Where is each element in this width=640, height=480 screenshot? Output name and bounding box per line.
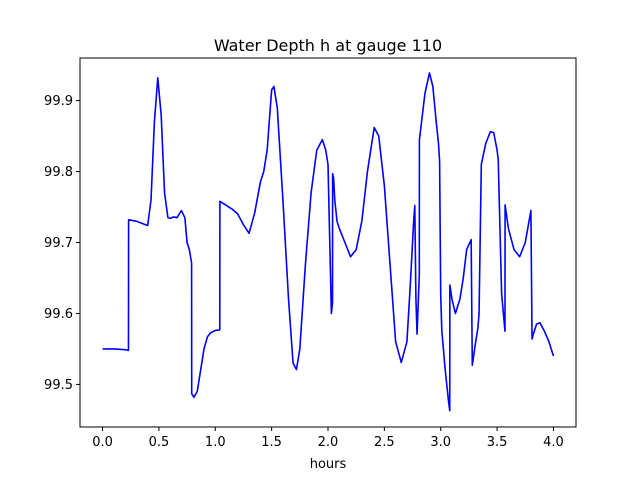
- x-tick-label: 1.0: [205, 435, 226, 450]
- x-tick-label: 2.5: [374, 435, 395, 450]
- x-axis-ticks: 0.0 0.5 1.0 1.5 2.0 2.5 3.0 3.5 4.0: [92, 427, 564, 450]
- x-tick-label: 3.5: [487, 435, 508, 450]
- y-axis-ticks: 99.5 99.6 99.7 99.8 99.9: [44, 94, 80, 393]
- y-tick-label: 99.9: [44, 94, 73, 109]
- series-line-0: [102, 72, 555, 412]
- plot-line-layer: [102, 72, 555, 412]
- x-tick-label: 0.0: [92, 435, 113, 450]
- y-tick-label: 99.6: [44, 307, 73, 322]
- x-tick-label: 2.0: [318, 435, 339, 450]
- x-tick-label: 0.5: [149, 435, 170, 450]
- y-tick-label: 99.7: [44, 236, 73, 251]
- x-tick-label: 4.0: [543, 435, 564, 450]
- y-tick-label: 99.8: [44, 165, 73, 180]
- x-tick-label: 1.5: [261, 435, 282, 450]
- y-tick-label: 99.5: [44, 378, 73, 393]
- x-axis-label: hours: [310, 457, 347, 472]
- x-tick-label: 3.0: [430, 435, 451, 450]
- chart-title: Water Depth h at gauge 110: [214, 36, 442, 55]
